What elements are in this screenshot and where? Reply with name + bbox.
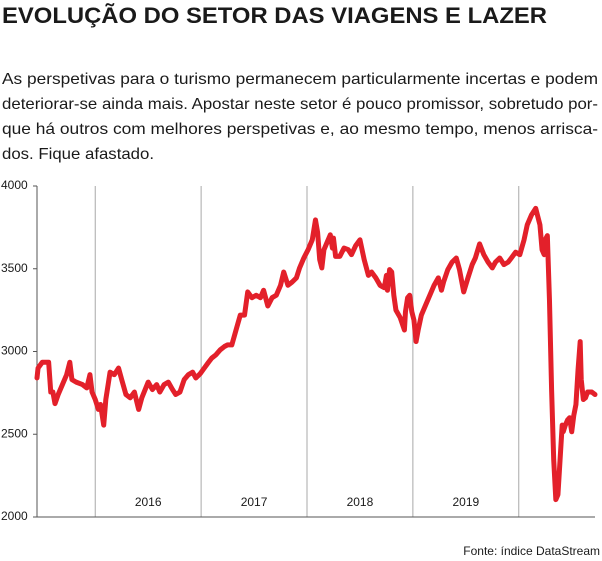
- subtitle-line: As perspetivas para o turismo permanecem…: [2, 71, 598, 88]
- subtitle-line: dos. Fique afastado.: [2, 146, 154, 163]
- y-tick-label: 2000: [1, 509, 28, 523]
- source: Fonte: índice DataStream: [463, 544, 600, 558]
- x-tick-label: 2018: [347, 495, 374, 509]
- x-tick-label: 2016: [135, 495, 162, 509]
- y-tick-label: 4000: [1, 178, 28, 192]
- x-tick-label: 2017: [241, 495, 268, 509]
- y-tick-label: 3000: [1, 344, 28, 358]
- x-tick-label: 2019: [452, 495, 479, 509]
- y-tick-label: 3500: [1, 261, 28, 275]
- line-series: [34, 205, 598, 503]
- subtitle-line: que há outros com melhores perspetivas e…: [2, 121, 598, 138]
- subtitle-line: deteriorar-se ainda mais. Apostar neste …: [2, 96, 598, 113]
- chart-title: EVOLUÇÃO DO SETOR DAS VIAGENS E LAZER: [2, 3, 547, 28]
- y-tick-label: 2500: [1, 426, 28, 440]
